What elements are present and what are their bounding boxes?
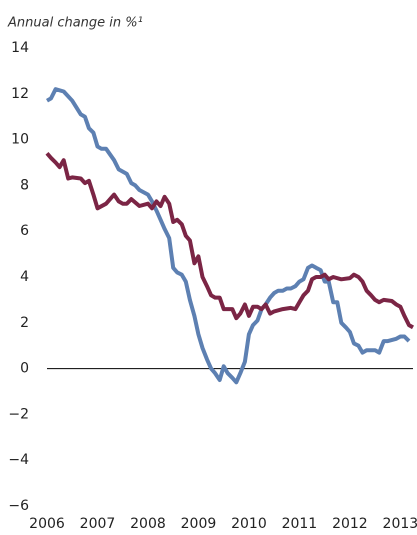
y-tick-label: −6 xyxy=(8,498,29,514)
y-tick-label: −2 xyxy=(8,406,29,422)
x-tick-label: 2012 xyxy=(332,516,368,532)
y-tick-label: 2 xyxy=(20,315,29,331)
x-tick-label: 2008 xyxy=(130,516,166,532)
x-tick-label: 2006 xyxy=(29,516,65,532)
x-tick-label: 2009 xyxy=(181,516,217,532)
y-tick-label: 6 xyxy=(20,223,29,239)
y-tick-label: 4 xyxy=(20,269,29,285)
y-tick-label: −4 xyxy=(8,452,29,468)
y-tick-label: 10 xyxy=(11,132,29,148)
series-line xyxy=(46,87,411,385)
x-tick-label: 2010 xyxy=(231,516,267,532)
series-line xyxy=(45,151,414,330)
y-tick-label: 8 xyxy=(20,177,29,193)
y-tick-label: 14 xyxy=(11,40,29,56)
x-tick-label: 2013 xyxy=(383,516,417,532)
y-tick-label: 12 xyxy=(11,86,29,102)
x-tick-label: 2007 xyxy=(80,516,116,532)
y-tick-label: 0 xyxy=(20,361,29,377)
chart-subtitle: Annual change in %¹ xyxy=(7,16,143,31)
x-tick-label: 2011 xyxy=(282,516,318,532)
